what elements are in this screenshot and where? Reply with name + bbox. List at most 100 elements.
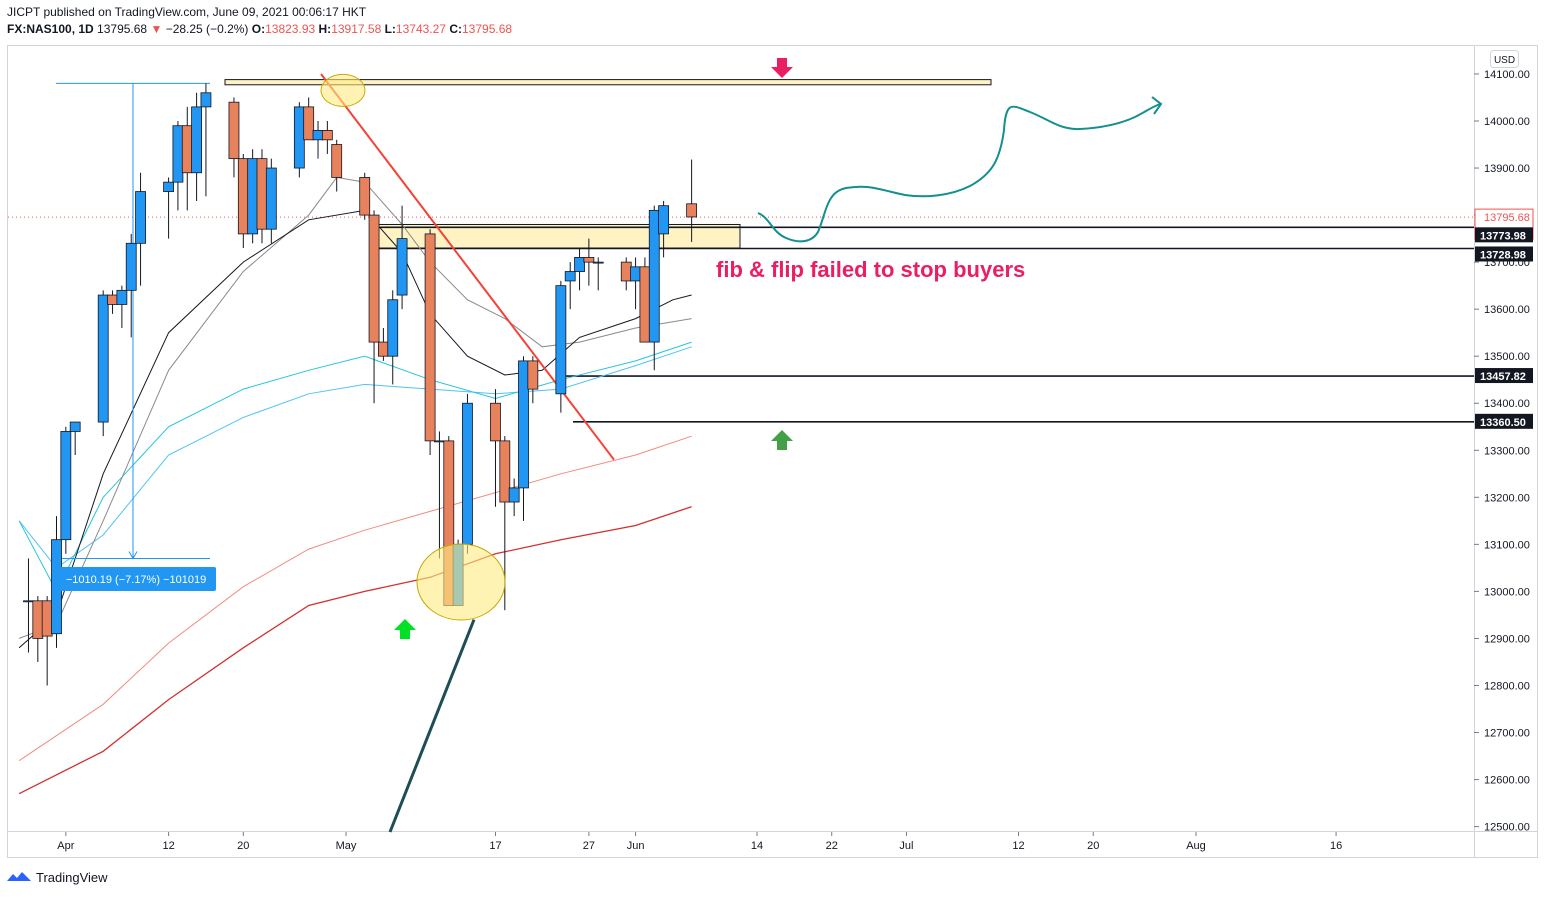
- candle[interactable]: [41, 596, 53, 686]
- candle[interactable]: [639, 257, 651, 343]
- bullish-arrow-up-icon-2[interactable]: [771, 430, 793, 450]
- candle[interactable]: [658, 200, 669, 258]
- candle[interactable]: [620, 257, 632, 291]
- candle[interactable]: [630, 257, 641, 310]
- candle[interactable]: [247, 149, 259, 244]
- time-tick-label: 12: [162, 840, 174, 852]
- level-price-badge-value: 13728.98: [1480, 249, 1526, 261]
- candle[interactable]: [592, 257, 604, 291]
- candle[interactable]: [237, 153, 249, 249]
- candle-body: [583, 257, 595, 263]
- time-tick-label: May: [336, 840, 357, 852]
- candle[interactable]: [200, 83, 212, 197]
- currency-badge[interactable]: USD: [1490, 50, 1519, 68]
- candle[interactable]: [293, 102, 305, 178]
- candle-body: [163, 181, 174, 192]
- candle[interactable]: [396, 205, 408, 310]
- candle[interactable]: [462, 393, 473, 554]
- candle[interactable]: [527, 356, 539, 404]
- candle-body: [377, 341, 389, 357]
- candle[interactable]: [163, 177, 174, 239]
- bottom-highlight-ellipse[interactable]: [416, 543, 506, 621]
- annotation-text: fib & flip failed to stop buyers: [716, 257, 1025, 282]
- candle-body: [191, 106, 203, 174]
- price-tick-label: 12800.00: [1484, 680, 1530, 692]
- candle[interactable]: [125, 233, 137, 338]
- candle-body: [116, 289, 128, 305]
- candle[interactable]: [583, 238, 595, 286]
- candle-body: [331, 144, 343, 178]
- candle[interactable]: [23, 558, 34, 653]
- candle[interactable]: [265, 158, 277, 244]
- candle[interactable]: [434, 431, 445, 559]
- candle-body: [630, 266, 641, 282]
- candle[interactable]: [256, 149, 268, 244]
- candle-body: [424, 233, 436, 442]
- price-tick-label: 13300.00: [1484, 445, 1530, 457]
- ema-teal-fast-line: [18, 341, 692, 593]
- candle-body: [200, 92, 212, 108]
- time-tick-label: 20: [1087, 840, 1099, 852]
- down-triangle-icon: ▼: [150, 22, 163, 36]
- candle[interactable]: [135, 172, 146, 286]
- candle[interactable]: [574, 248, 585, 291]
- candle[interactable]: [32, 596, 44, 662]
- candle[interactable]: [191, 92, 203, 201]
- descending-trendline[interactable]: [320, 73, 615, 461]
- candle-body: [303, 106, 315, 141]
- price-tick-label: 14000.00: [1484, 116, 1530, 128]
- candle[interactable]: [228, 97, 240, 178]
- bullish-arrow-up-icon[interactable]: [394, 619, 416, 639]
- candle[interactable]: [377, 327, 389, 361]
- candle-body: [555, 285, 567, 395]
- candle[interactable]: [648, 205, 660, 371]
- candle[interactable]: [107, 290, 118, 314]
- price-tick-label: 13400.00: [1484, 398, 1530, 410]
- candle[interactable]: [518, 356, 529, 521]
- time-tick-label: 22: [826, 840, 838, 852]
- projected-path-curve[interactable]: [757, 103, 1161, 243]
- resistance-zone-top[interactable]: [224, 79, 992, 86]
- candle[interactable]: [359, 172, 371, 220]
- candle-body: [41, 600, 53, 637]
- candle[interactable]: [555, 280, 567, 413]
- top-highlight-ellipse[interactable]: [320, 73, 366, 107]
- candle[interactable]: [321, 121, 333, 154]
- candle[interactable]: [116, 285, 128, 328]
- price-tick-label: 13000.00: [1484, 586, 1530, 598]
- level-price-badge: [1475, 246, 1533, 262]
- candle[interactable]: [564, 262, 576, 310]
- candle[interactable]: [181, 106, 193, 211]
- candle[interactable]: [387, 290, 399, 385]
- tradingview-brand[interactable]: TradingView: [6, 869, 108, 885]
- candle[interactable]: [686, 159, 698, 242]
- long-diagonal-line[interactable]: [388, 619, 476, 833]
- candle-body: [434, 440, 445, 443]
- candle[interactable]: [490, 389, 501, 507]
- close-value: 13795.68: [462, 22, 513, 36]
- candle-body: [312, 130, 324, 141]
- candle-body: [228, 101, 240, 160]
- level-price-badge: [1475, 368, 1533, 384]
- candle[interactable]: [97, 290, 109, 437]
- candle[interactable]: [60, 426, 72, 554]
- price-tick-label: 13100.00: [1484, 539, 1530, 551]
- candle[interactable]: [172, 121, 184, 211]
- candle-body: [499, 440, 511, 503]
- candle[interactable]: [508, 478, 520, 517]
- candle[interactable]: [368, 210, 380, 404]
- price-tick-label: 14100.00: [1484, 69, 1530, 81]
- candle-body: [574, 257, 585, 272]
- candle[interactable]: [69, 421, 81, 455]
- candle-body: [265, 167, 277, 230]
- candle[interactable]: [331, 139, 343, 192]
- candle[interactable]: [424, 229, 436, 455]
- price-tick-label: 12600.00: [1484, 775, 1530, 787]
- candle[interactable]: [303, 97, 315, 141]
- open-label: O:: [251, 22, 266, 36]
- candle[interactable]: [312, 121, 324, 159]
- symbol-name[interactable]: FX:NAS100, 1D: [7, 22, 94, 36]
- candle-body: [620, 261, 632, 282]
- bearish-arrow-down-icon[interactable]: [771, 58, 793, 78]
